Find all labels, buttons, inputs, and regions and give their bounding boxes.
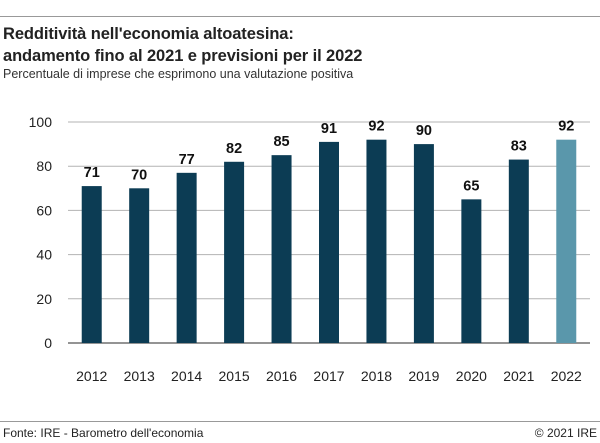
y-tick-label: 80 <box>36 158 52 174</box>
value-label-2014: 77 <box>179 152 195 168</box>
x-tick-label-2014: 2014 <box>171 368 202 384</box>
y-tick-label: 20 <box>36 291 52 307</box>
bar-2014 <box>176 172 197 343</box>
value-label-2017: 91 <box>321 121 337 137</box>
value-label-2015: 82 <box>226 141 242 157</box>
bar-2012 <box>81 186 102 343</box>
x-tick-label-2019: 2019 <box>408 368 439 384</box>
top-rule <box>0 16 600 17</box>
x-tick-label-2013: 2013 <box>124 368 155 384</box>
x-axis-tick-labels: 2012 2013 2014 2015 2016 2017 2018 2019 2020 2021… <box>76 368 582 384</box>
x-tick-label-2015: 2015 <box>219 368 250 384</box>
bar-2015 <box>224 161 245 343</box>
x-tick-label-2021: 2021 <box>503 368 534 384</box>
copyright-note: © 2021 IRE <box>534 426 597 440</box>
value-label-2022: 92 <box>558 119 574 135</box>
value-label-2016: 85 <box>273 134 289 150</box>
x-tick-label-2018: 2018 <box>361 368 392 384</box>
x-tick-label-2020: 2020 <box>456 368 487 384</box>
value-labels: 71 70 77 82 85 91 92 90 65 83 92 <box>84 119 575 195</box>
bar-2013 <box>129 188 150 343</box>
bottom-rule <box>0 421 600 422</box>
value-label-2013: 70 <box>131 167 147 183</box>
source-note: Fonte: IRE - Barometro dell'economia <box>3 426 204 440</box>
x-tick-label-2017: 2017 <box>313 368 344 384</box>
bar-2017 <box>319 141 339 343</box>
bar-forecast-2022 <box>556 139 577 343</box>
bar-2018 <box>366 139 387 343</box>
value-label-2019: 90 <box>416 123 432 139</box>
bar-2019 <box>413 144 434 343</box>
bar-2021 <box>508 159 529 343</box>
value-label-2018: 92 <box>368 119 384 135</box>
chart-title-line-1: Redditività nell'economia altoatesina: <box>3 25 294 43</box>
y-tick-label: 60 <box>36 202 52 218</box>
chart-subtitle: Percentuale di imprese che esprimono una… <box>3 67 354 81</box>
value-label-2012: 71 <box>84 165 100 181</box>
value-label-2020: 65 <box>463 178 479 194</box>
x-tick-label-2016: 2016 <box>266 368 297 384</box>
y-tick-label: 40 <box>36 247 52 263</box>
x-tick-label-2012: 2012 <box>76 368 107 384</box>
y-tick-label: 100 <box>29 114 53 130</box>
x-tick-label-2022: 2022 <box>551 368 582 384</box>
y-tick-label: 0 <box>44 335 52 351</box>
value-label-2021: 83 <box>511 139 527 155</box>
bar-2020 <box>461 199 482 343</box>
bar-2016 <box>271 155 292 343</box>
chart-title-line-2: andamento fino al 2021 e previsioni per … <box>3 47 363 65</box>
chart-title: Redditività nell'economia altoatesina: a… <box>3 23 593 67</box>
bars <box>81 139 577 343</box>
y-axis-tick-labels: 0 20 40 60 80 100 <box>29 114 53 351</box>
